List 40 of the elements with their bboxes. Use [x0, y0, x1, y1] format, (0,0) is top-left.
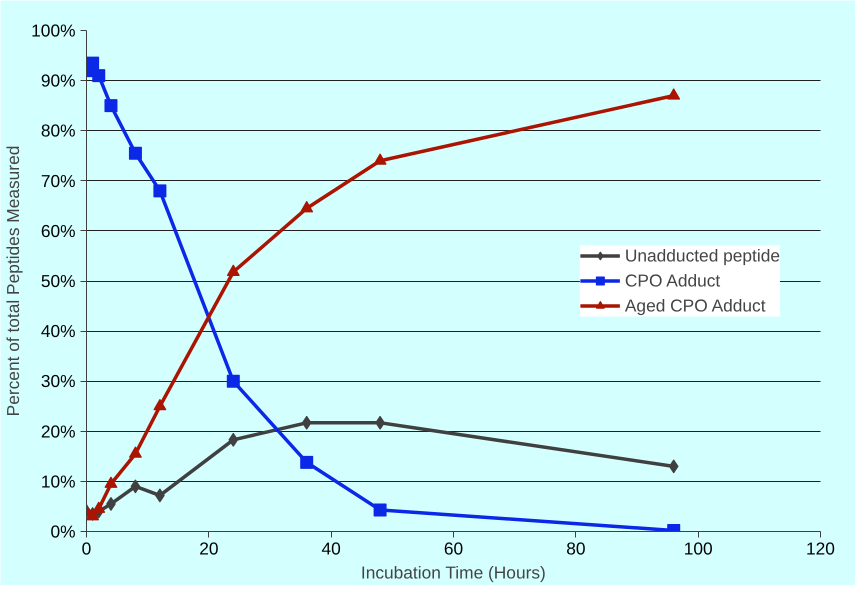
point	[300, 456, 314, 469]
point	[153, 398, 166, 410]
point	[104, 99, 118, 112]
point	[153, 184, 166, 198]
y-tick-label: 50%	[40, 271, 76, 291]
x-tick-label: 80	[566, 538, 586, 558]
y-tick-label: 70%	[40, 170, 76, 191]
legend-label: CPO Adduct	[624, 270, 720, 291]
legend-label: Unadducted peptide	[624, 245, 780, 266]
point	[226, 374, 240, 388]
point	[104, 476, 118, 488]
point	[226, 264, 240, 276]
y-tick-label: 20%	[40, 421, 76, 442]
legend-label: Aged CPO Adduct	[624, 295, 766, 316]
y-tick-label: 30%	[40, 371, 76, 392]
point	[128, 146, 142, 160]
point	[92, 69, 106, 82]
point	[128, 446, 142, 458]
y-tick-label: 10%	[40, 471, 76, 492]
point	[92, 502, 106, 513]
y-axis-title: Percent of total Peptides Measured	[3, 146, 24, 416]
x-tick-label: 0	[82, 538, 92, 558]
point	[668, 459, 679, 474]
point	[86, 509, 100, 520]
y-tick-label: 40%	[40, 321, 76, 342]
x-tick-label: 100	[684, 538, 713, 558]
y-tick-label: 90%	[40, 70, 76, 91]
x-tick-label: 20	[199, 538, 218, 558]
x-tick-label: 40	[322, 538, 341, 558]
x-tick-label: 60	[444, 538, 464, 558]
point	[86, 56, 100, 70]
y-tick-label: 100%	[31, 20, 76, 40]
point	[374, 503, 387, 516]
y-tick-label: 0%	[50, 522, 76, 542]
point	[228, 432, 238, 447]
point	[302, 416, 312, 430]
y-tick-label: 80%	[40, 120, 76, 141]
y-tick-label: 60%	[40, 220, 76, 241]
x-axis-title: Incubation Time (Hours)	[360, 562, 546, 582]
x-tick-label: 120	[806, 538, 835, 558]
